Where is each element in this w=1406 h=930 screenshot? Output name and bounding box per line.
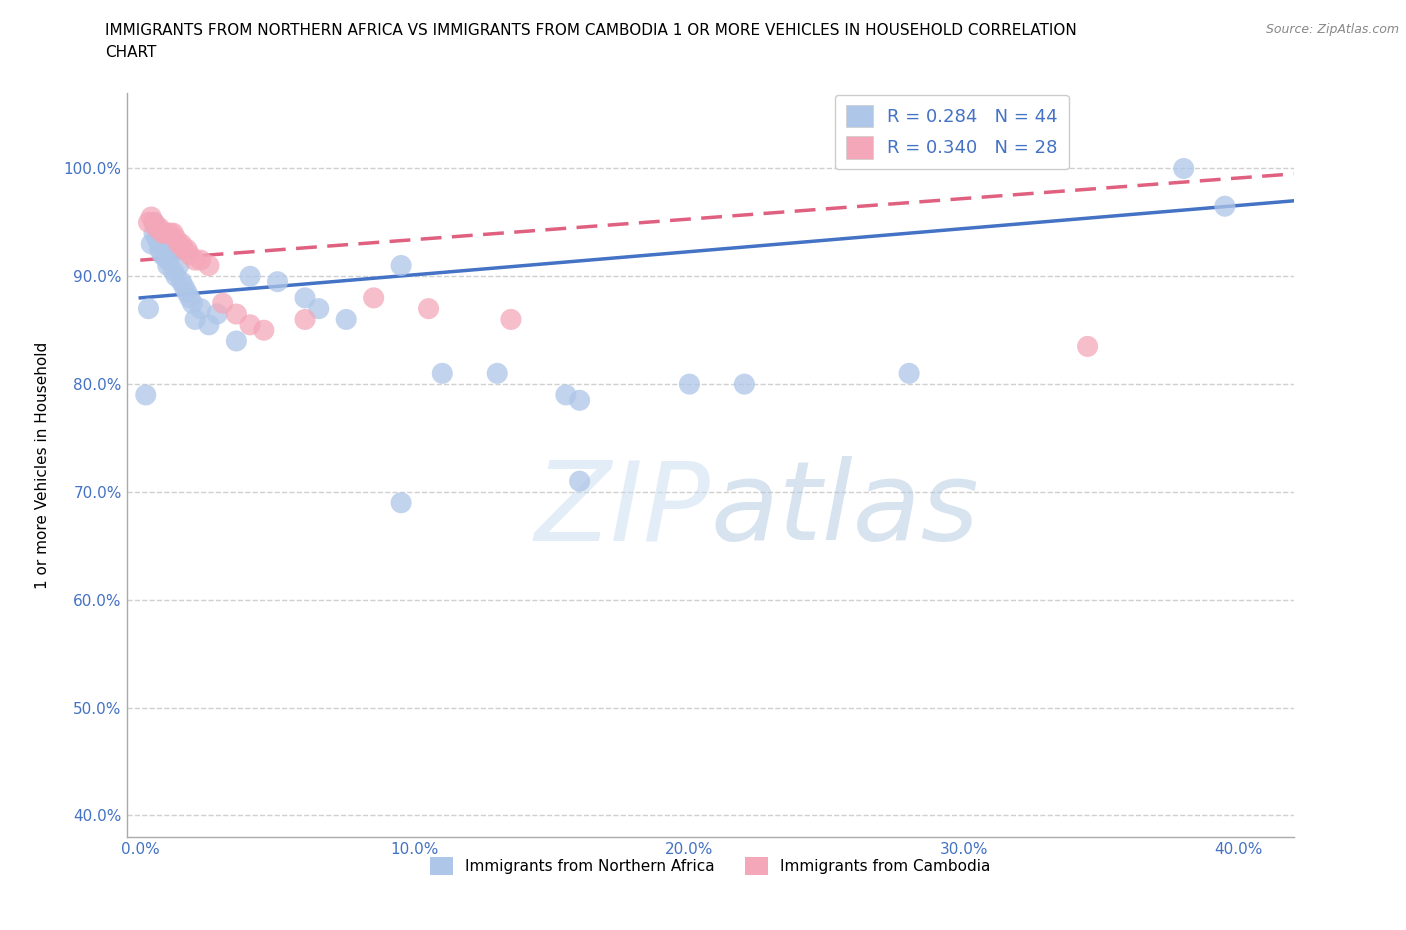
Text: ZIP: ZIP [534,456,710,564]
Legend: Immigrants from Northern Africa, Immigrants from Cambodia: Immigrants from Northern Africa, Immigra… [423,851,997,882]
Point [184,253,207,268]
Point [141,209,163,224]
Point [162,226,184,241]
Point [1213,199,1236,214]
Point [167,259,190,273]
Point [148,236,170,251]
Point [181,296,204,311]
Point [225,307,247,322]
Text: atlas: atlas [710,456,979,564]
Point [145,220,167,235]
Point [148,242,170,257]
Point [389,496,412,511]
Point [143,215,166,230]
Point [1173,161,1195,176]
Point [162,263,184,278]
Point [141,236,163,251]
Text: CHART: CHART [105,45,157,60]
Text: IMMIGRANTS FROM NORTHERN AFRICA VS IMMIGRANTS FROM CAMBODIA 1 OR MORE VEHICLES I: IMMIGRANTS FROM NORTHERN AFRICA VS IMMIG… [105,23,1077,38]
Point [156,253,179,268]
Point [184,312,207,326]
Point [165,232,187,246]
Point [143,215,166,230]
Point [1077,339,1099,353]
Point [148,220,170,235]
Point [253,323,276,338]
Point [173,280,195,295]
Point [363,290,385,305]
Point [173,242,195,257]
Point [486,365,509,380]
Point [150,226,173,241]
Point [499,312,522,326]
Point [432,365,454,380]
Point [145,232,167,246]
Point [335,312,357,326]
Point [138,301,160,316]
Point [165,269,187,284]
Point [198,317,221,332]
Point [211,296,233,311]
Point [143,226,166,241]
Point [198,259,221,273]
Point [678,377,700,392]
Point [156,226,179,241]
Point [389,259,412,273]
Point [239,269,262,284]
Point [568,392,591,407]
Point [568,473,591,488]
Point [205,307,228,322]
Point [150,247,173,262]
Y-axis label: 1 or more Vehicles in Household: 1 or more Vehicles in Household [35,341,49,589]
Point [156,259,179,273]
Point [176,242,198,257]
Point [170,274,193,289]
Point [176,285,198,299]
Point [554,388,576,403]
Point [135,388,157,403]
Point [190,253,212,268]
Point [308,301,330,316]
Point [138,215,160,230]
Text: Source: ZipAtlas.com: Source: ZipAtlas.com [1265,23,1399,36]
Point [190,301,212,316]
Point [167,236,190,251]
Point [159,247,181,262]
Point [170,236,193,251]
Point [898,365,921,380]
Point [153,226,176,241]
Point [294,290,316,305]
Point [418,301,440,316]
Point [733,377,755,392]
Point [179,290,201,305]
Point [294,312,316,326]
Point [145,220,167,235]
Point [153,249,176,264]
Point [225,334,247,349]
Point [159,226,181,241]
Point [239,317,262,332]
Point [179,247,201,262]
Point [266,274,288,289]
